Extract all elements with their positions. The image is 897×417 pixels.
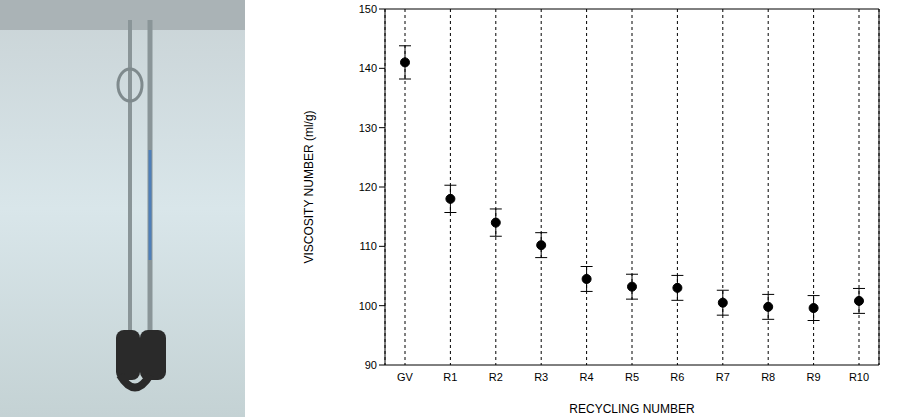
svg-text:R7: R7 — [716, 371, 730, 383]
svg-text:100: 100 — [359, 300, 377, 312]
svg-text:R4: R4 — [580, 371, 594, 383]
svg-text:120: 120 — [359, 181, 377, 193]
svg-text:R9: R9 — [807, 371, 821, 383]
svg-text:R8: R8 — [761, 371, 775, 383]
svg-text:R5: R5 — [625, 371, 639, 383]
svg-text:R3: R3 — [534, 371, 548, 383]
svg-text:150: 150 — [359, 3, 377, 15]
svg-text:110: 110 — [359, 240, 377, 252]
svg-text:RECYCLING NUMBER: RECYCLING NUMBER — [569, 402, 695, 416]
svg-text:R2: R2 — [489, 371, 503, 383]
svg-text:R10: R10 — [849, 371, 869, 383]
svg-text:R1: R1 — [443, 371, 457, 383]
svg-text:140: 140 — [359, 62, 377, 74]
svg-text:VISCOSITY NUMBER (ml/g): VISCOSITY NUMBER (ml/g) — [302, 110, 316, 263]
svg-text:90: 90 — [365, 359, 377, 371]
svg-text:130: 130 — [359, 122, 377, 134]
svg-text:R6: R6 — [670, 371, 684, 383]
svg-text:GV: GV — [397, 371, 414, 383]
